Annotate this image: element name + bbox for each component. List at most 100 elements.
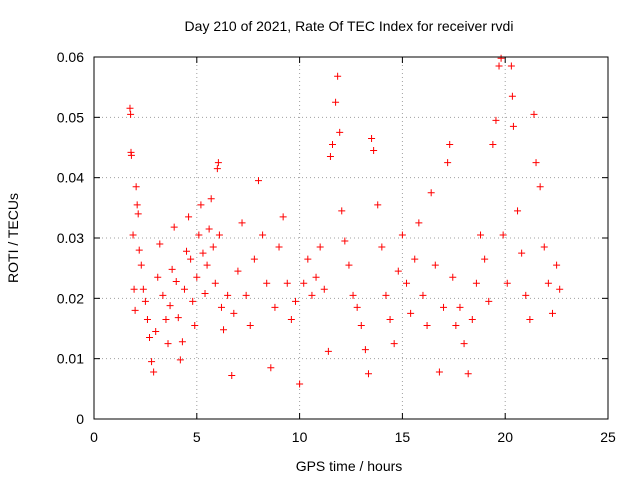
data-point-marker (220, 326, 228, 334)
data-point-marker (217, 303, 225, 311)
data-point-marker (464, 370, 472, 378)
y-tick-label: 0.01 (57, 351, 84, 367)
data-point-marker (279, 213, 287, 221)
data-point-marker (403, 279, 411, 287)
data-point-marker (271, 303, 279, 311)
data-point-marker (259, 231, 267, 239)
data-point-marker (357, 321, 365, 329)
data-point-marker (452, 321, 460, 329)
data-point-marker (178, 338, 186, 346)
y-tick-label: 0.02 (57, 290, 84, 306)
data-point-marker (364, 370, 372, 378)
y-tick-label: 0 (76, 411, 84, 427)
data-point-marker (137, 261, 145, 269)
data-point-marker (456, 303, 464, 311)
data-point-marker (205, 225, 213, 233)
data-point-marker (170, 223, 178, 231)
data-point-marker (440, 303, 448, 311)
data-point-marker (536, 183, 544, 191)
data-point-marker (518, 249, 526, 257)
data-point-marker (446, 140, 454, 148)
data-point-marker (195, 231, 203, 239)
data-point-marker (341, 237, 349, 245)
data-point-marker (242, 291, 250, 299)
data-point-marker (209, 243, 217, 251)
data-point-marker (180, 285, 188, 293)
data-point-marker (320, 285, 328, 293)
data-point-marker (415, 219, 423, 227)
data-point-marker (522, 291, 530, 299)
data-point-marker (185, 213, 193, 221)
data-point-marker (127, 110, 135, 118)
y-axis: 0 0.01 0.02 0.03 0.04 0.05 0.06 (57, 49, 608, 427)
data-point-marker (468, 315, 476, 323)
data-point-marker (530, 110, 538, 118)
data-point-marker (481, 255, 489, 263)
data-point-marker (431, 261, 439, 269)
data-point-marker (191, 321, 199, 329)
data-point-marker (556, 285, 564, 293)
x-tick-label: 20 (497, 429, 513, 445)
data-point-marker (189, 297, 197, 305)
x-tick-label: 25 (600, 429, 616, 445)
data-point-marker (141, 297, 149, 305)
data-point-marker (300, 279, 308, 287)
data-point-marker (275, 243, 283, 251)
data-point-marker (230, 309, 238, 317)
data-point-marker (174, 314, 182, 322)
data-point-marker (267, 364, 275, 372)
y-tick-label: 0.05 (57, 109, 84, 125)
data-point-marker (435, 368, 443, 376)
data-point-marker (172, 277, 180, 285)
x-axis-label: GPS time / hours (296, 458, 403, 474)
data-point-marker (246, 321, 254, 329)
x-axis: 0 5 10 15 20 25 (90, 57, 616, 445)
data-point-marker (131, 306, 139, 314)
data-point-marker (423, 321, 431, 329)
data-point-marker (411, 255, 419, 263)
data-point-marker (143, 315, 151, 323)
data-point-marker (263, 279, 271, 287)
data-point-marker (162, 315, 170, 323)
data-point-marker (304, 255, 312, 263)
data-point-marker (238, 219, 246, 227)
data-point-marker (312, 273, 320, 281)
y-tick-label: 0.06 (57, 49, 84, 65)
data-point-marker (224, 291, 232, 299)
data-point-marker (199, 249, 207, 257)
data-point-marker (168, 265, 176, 273)
data-point-marker (427, 189, 435, 197)
data-point-marker (449, 273, 457, 281)
data-point-marker (353, 303, 361, 311)
data-point-marker (544, 279, 552, 287)
data-point-marker (338, 207, 346, 215)
data-point-marker (495, 62, 503, 70)
x-tick-label: 10 (292, 429, 308, 445)
y-tick-label: 0.03 (57, 230, 84, 246)
data-point-marker (308, 291, 316, 299)
data-point-marker (444, 159, 452, 167)
data-point-marker (291, 297, 299, 305)
data-point-marker (207, 195, 215, 203)
data-point-marker (532, 159, 540, 167)
data-point-marker (492, 116, 500, 124)
data-point-marker (419, 291, 427, 299)
data-point-marker (332, 98, 340, 106)
y-tick-label: 0.04 (57, 170, 84, 186)
data-point-marker (197, 201, 205, 209)
x-tick-label: 15 (395, 429, 411, 445)
data-point-marker (334, 72, 342, 80)
data-point-marker (378, 243, 386, 251)
data-point-marker (553, 261, 561, 269)
data-point-marker (503, 279, 511, 287)
data-point-marker (324, 347, 332, 355)
data-point-marker (477, 231, 485, 239)
data-point-marker (508, 92, 516, 100)
data-point-marker (211, 279, 219, 287)
data-point-marker (156, 240, 164, 248)
data-point-marker (497, 54, 505, 62)
data-point-marker (164, 340, 172, 348)
data-point-marker (287, 315, 295, 323)
data-point-marker (215, 231, 223, 239)
